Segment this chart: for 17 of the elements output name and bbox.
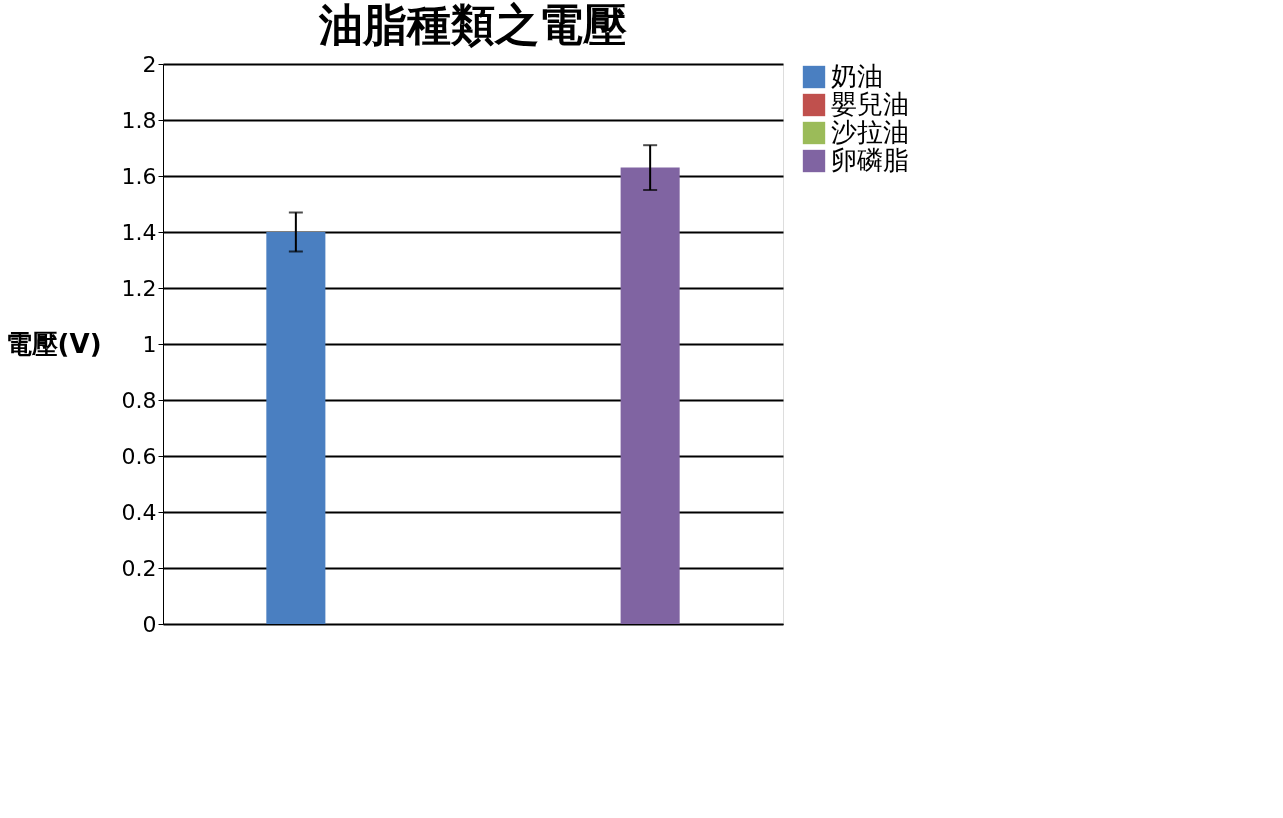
y-tick-label: 1.2 (121, 275, 157, 301)
y-tick-label: 0.6 (121, 443, 157, 469)
y-tick-label: 0 (142, 611, 157, 637)
legend-label: 嬰兒油 (831, 89, 909, 119)
legend-label: 卵磷脂 (831, 145, 909, 175)
y-axis-title: 電壓(V) (5, 328, 102, 359)
legend-label: 沙拉油 (831, 117, 909, 147)
y-tick-label: 1.4 (121, 219, 157, 245)
legend-label: 奶油 (831, 61, 883, 91)
y-tick-label: 0.4 (121, 499, 157, 525)
y-tick-label: 1.6 (121, 163, 157, 189)
y-tick-label: 0.2 (121, 555, 157, 581)
y-tick-label: 1 (142, 331, 157, 357)
y-tick-label: 2 (142, 51, 157, 77)
chart-title: 油脂種類之電壓 (318, 0, 627, 50)
y-tick-label: 0.8 (121, 387, 157, 413)
y-tick-label: 1.8 (121, 107, 157, 133)
